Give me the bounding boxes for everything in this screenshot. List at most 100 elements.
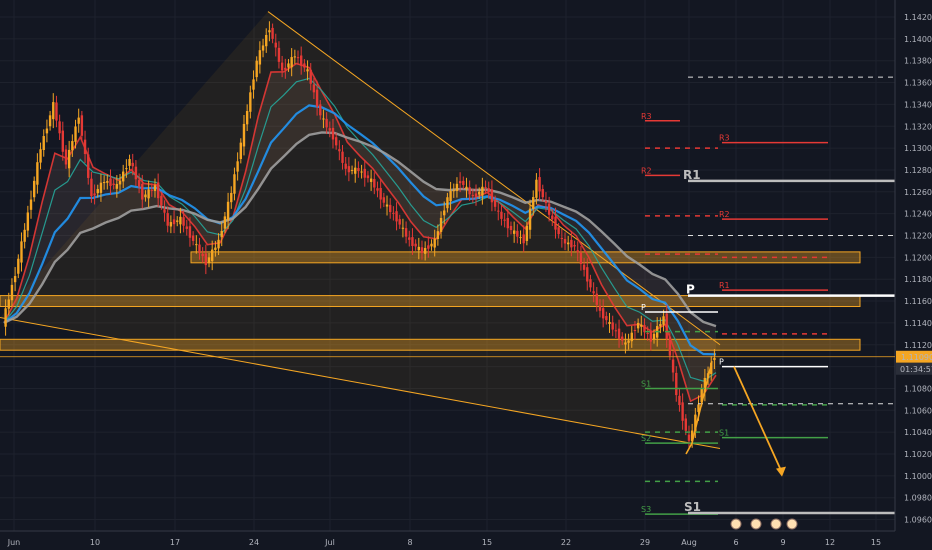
price-tick-label: 1.11600	[904, 297, 932, 306]
price-tick-label: 1.13200	[904, 122, 932, 131]
candle-body	[77, 117, 80, 124]
candle-body	[239, 142, 243, 160]
candle-body	[640, 324, 643, 327]
projection-arrow-line	[733, 366, 783, 473]
candle-body	[636, 322, 640, 329]
candle-body	[465, 186, 468, 189]
candle-body	[681, 402, 684, 421]
candle-body	[598, 305, 602, 311]
candle-body	[468, 187, 471, 195]
candle-body	[52, 102, 55, 120]
channel-lower-line	[0, 316, 721, 450]
candle-body	[474, 193, 478, 197]
candle-body	[551, 215, 554, 220]
time-axis[interactable]: Jun 10 17 24 Jul 8 15 22 29 Aug 6 9 12 15	[0, 530, 895, 547]
candle-body	[125, 168, 128, 170]
candle-body	[17, 258, 20, 274]
candle-body	[55, 102, 58, 121]
candle-body	[106, 181, 109, 183]
price-tick-label: 1.09600	[904, 516, 932, 525]
candle-body	[528, 208, 532, 230]
candle-body	[334, 137, 338, 146]
price-tick-label: 1.14200	[904, 13, 932, 22]
price-tick-label: 1.09800	[904, 494, 932, 503]
monthly-r1-level-label: R1	[683, 168, 701, 182]
candle-body	[32, 180, 36, 198]
candle-body	[80, 115, 84, 136]
candle-body	[710, 362, 713, 374]
candle-body	[90, 178, 93, 197]
candle-body	[236, 161, 239, 172]
candle-body	[404, 228, 408, 237]
candle-body	[532, 197, 535, 210]
price-tick-label: 1.14000	[904, 35, 932, 44]
candle-body	[242, 123, 246, 147]
candle-body	[471, 195, 475, 197]
candle-body	[675, 372, 678, 396]
candle-body	[665, 313, 668, 339]
candle-body	[503, 219, 506, 221]
candle-body	[188, 226, 192, 238]
candle-body	[538, 177, 541, 192]
candle-body	[388, 204, 392, 213]
candle-body	[369, 178, 373, 182]
candle-body	[322, 118, 325, 120]
candle-body	[592, 291, 595, 294]
supply-demand-zones	[0, 251, 861, 351]
candle-body	[141, 183, 144, 200]
time-tick-label: 12	[825, 538, 835, 547]
price-tick-label: 1.12000	[904, 253, 932, 262]
candle-body	[71, 141, 74, 151]
ema-long-line	[3, 131, 717, 328]
candle-body	[87, 154, 90, 178]
candle-body	[118, 180, 122, 185]
price-axis[interactable]: 1.14200 1.14000 1.13800 1.13600 1.13400 1.132…	[894, 0, 932, 531]
candle-body	[261, 45, 265, 51]
candle-body	[366, 175, 370, 179]
candle-body	[678, 395, 681, 406]
candle-body	[690, 430, 694, 442]
candle-body	[344, 163, 347, 169]
candle-body	[487, 188, 490, 193]
candle-body	[608, 321, 611, 324]
candle-body	[430, 243, 433, 247]
candle-body	[579, 252, 583, 264]
pivot-levels: R3 R2 P S1 S2 S3 R3 R2 R1 P S1 R1 P S1	[641, 76, 895, 515]
candle-body	[392, 212, 395, 214]
candle-body	[436, 231, 440, 240]
price-tick-label: 1.13800	[904, 57, 932, 66]
candle-body	[182, 217, 185, 226]
candle-body	[506, 218, 510, 229]
candle-body	[160, 195, 163, 206]
candle-body	[299, 55, 303, 66]
candle-body	[10, 284, 14, 301]
candle-body	[611, 322, 614, 330]
candle-body	[210, 249, 214, 262]
candle-body	[74, 126, 77, 142]
candle-body	[423, 248, 427, 254]
candle-body	[509, 225, 513, 231]
candle-body	[589, 279, 592, 288]
candle-body	[252, 79, 255, 90]
candle-body	[697, 404, 700, 412]
candle-body	[544, 201, 548, 204]
candle-body	[516, 230, 519, 237]
candle-body	[144, 194, 147, 198]
candle-body	[490, 189, 494, 203]
candle-body	[554, 216, 557, 230]
ema-ribbon-fill	[4, 63, 716, 402]
candle-body	[443, 210, 446, 216]
candle-body	[191, 235, 195, 241]
candle-body	[338, 149, 341, 152]
candle-body	[576, 250, 579, 253]
countdown-tag	[896, 362, 932, 375]
emoji-icon	[770, 518, 782, 530]
candle-body	[306, 69, 309, 72]
candle-body	[296, 57, 300, 59]
candle-body	[643, 325, 646, 333]
candle-body	[547, 203, 551, 215]
emoji-icon	[786, 518, 798, 530]
candle-body	[519, 237, 522, 239]
candle-body	[385, 204, 389, 207]
